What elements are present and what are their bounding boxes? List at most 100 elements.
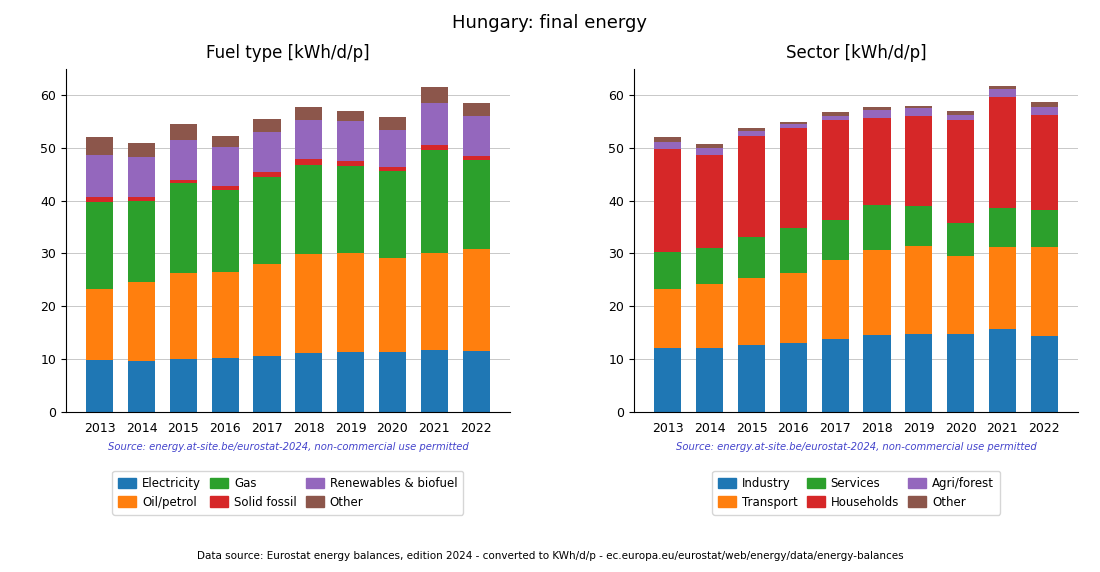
Bar xyxy=(696,155,724,248)
Bar xyxy=(738,345,766,412)
Bar xyxy=(947,333,975,412)
Bar xyxy=(253,264,280,356)
Bar xyxy=(780,273,807,343)
Bar xyxy=(128,157,155,197)
Bar xyxy=(378,352,406,412)
Bar xyxy=(780,343,807,412)
Bar xyxy=(905,206,933,245)
Bar xyxy=(905,116,933,206)
Bar xyxy=(169,124,197,140)
Bar xyxy=(128,360,155,412)
Bar xyxy=(989,86,1016,89)
Bar xyxy=(462,160,490,249)
Bar xyxy=(822,116,849,120)
Bar xyxy=(211,358,239,412)
Bar xyxy=(169,273,197,359)
Bar xyxy=(864,250,891,335)
Bar xyxy=(822,113,849,116)
Bar xyxy=(905,106,933,108)
Bar xyxy=(420,103,448,145)
Bar xyxy=(128,142,155,157)
Bar xyxy=(337,352,364,412)
Bar xyxy=(989,247,1016,329)
Bar xyxy=(1031,247,1058,336)
Bar xyxy=(696,144,724,148)
Bar xyxy=(420,150,448,253)
Bar xyxy=(253,119,280,132)
Bar xyxy=(1031,336,1058,412)
Bar xyxy=(654,142,682,149)
Bar xyxy=(696,284,724,348)
Bar xyxy=(378,130,406,167)
Bar xyxy=(947,111,975,114)
Bar xyxy=(86,197,113,202)
Bar xyxy=(654,252,682,289)
Text: Hungary: final energy: Hungary: final energy xyxy=(452,14,648,32)
Text: Source: energy.at-site.be/eurostat-2024, non-commercial use permitted: Source: energy.at-site.be/eurostat-2024,… xyxy=(675,442,1036,452)
Bar xyxy=(1031,114,1058,209)
Bar xyxy=(780,122,807,124)
Legend: Electricity, Oil/petrol, Gas, Solid fossil, Renewables & biofuel, Other: Electricity, Oil/petrol, Gas, Solid foss… xyxy=(112,471,463,515)
Bar xyxy=(337,166,364,253)
Bar xyxy=(1031,209,1058,247)
Bar xyxy=(128,283,155,360)
Bar xyxy=(989,329,1016,412)
Bar xyxy=(86,155,113,197)
Bar xyxy=(947,223,975,256)
Bar xyxy=(989,208,1016,247)
Bar xyxy=(989,89,1016,97)
Bar xyxy=(169,183,197,273)
Bar xyxy=(822,260,849,339)
Bar xyxy=(169,180,197,183)
Bar xyxy=(864,205,891,250)
Bar xyxy=(169,359,197,412)
Bar xyxy=(378,258,406,352)
Bar xyxy=(378,117,406,130)
Bar xyxy=(654,149,682,252)
Bar xyxy=(822,120,849,220)
Bar xyxy=(420,87,448,103)
Bar xyxy=(905,108,933,116)
Bar xyxy=(378,171,406,258)
Bar xyxy=(462,103,490,116)
Bar xyxy=(253,172,280,177)
Bar xyxy=(738,131,766,136)
Bar xyxy=(696,348,724,412)
Bar xyxy=(128,197,155,201)
Bar xyxy=(654,348,682,412)
Bar xyxy=(864,110,891,118)
Bar xyxy=(738,128,766,131)
Bar xyxy=(211,190,239,272)
Title: Sector [kWh/d/p]: Sector [kWh/d/p] xyxy=(785,43,926,62)
Bar xyxy=(295,120,322,160)
Bar xyxy=(295,165,322,255)
Bar xyxy=(822,339,849,412)
Bar xyxy=(295,106,322,120)
Bar xyxy=(864,335,891,412)
Bar xyxy=(989,97,1016,208)
Bar xyxy=(462,156,490,160)
Bar xyxy=(738,237,766,278)
Bar xyxy=(420,349,448,412)
Bar xyxy=(211,136,239,147)
Bar xyxy=(295,255,322,353)
Bar xyxy=(947,114,975,120)
Bar xyxy=(462,249,490,351)
Bar xyxy=(696,148,724,155)
Bar xyxy=(1031,106,1058,114)
Bar xyxy=(738,136,766,237)
Bar xyxy=(780,128,807,228)
Bar xyxy=(905,245,933,333)
Text: Data source: Eurostat energy balances, edition 2024 - converted to KWh/d/p - ec.: Data source: Eurostat energy balances, e… xyxy=(197,551,903,561)
Bar xyxy=(780,228,807,273)
Bar xyxy=(654,289,682,348)
Bar xyxy=(905,333,933,412)
Text: Source: energy.at-site.be/eurostat-2024, non-commercial use permitted: Source: energy.at-site.be/eurostat-2024,… xyxy=(108,442,469,452)
Bar xyxy=(378,167,406,171)
Bar xyxy=(420,145,448,150)
Bar xyxy=(337,253,364,352)
Bar xyxy=(86,289,113,360)
Bar xyxy=(462,351,490,412)
Bar xyxy=(253,177,280,264)
Title: Fuel type [kWh/d/p]: Fuel type [kWh/d/p] xyxy=(206,43,370,62)
